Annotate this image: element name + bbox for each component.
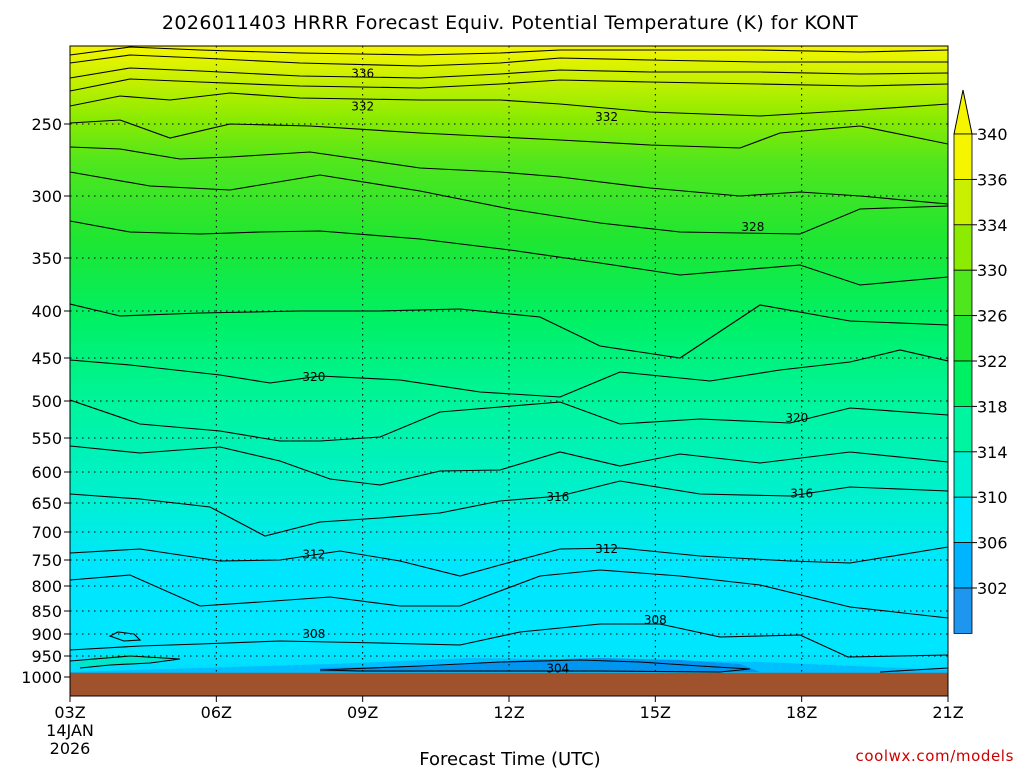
colorbar-label: 322 [977, 352, 1008, 371]
ground-surface [70, 672, 948, 696]
y-tick-label: 950 [31, 647, 62, 666]
contour-line [70, 623, 948, 658]
y-tick-label: 300 [31, 187, 62, 206]
band-cold [320, 658, 760, 672]
colorbar-segment [953, 542, 973, 589]
y-tick-label: 750 [31, 551, 62, 570]
credit-link[interactable]: coolwx.com/models [856, 747, 1015, 765]
colorbar-segment [953, 360, 973, 407]
chart-title: 2026011403 HRRR Forecast Equiv. Potentia… [162, 12, 858, 34]
x-tick-label: 06Z [201, 703, 232, 722]
contour-line [70, 119, 948, 149]
contour-line [70, 46, 948, 56]
colorbar-label: 318 [977, 397, 1008, 416]
contour-label: 336 [351, 67, 374, 81]
colorbar-segment [953, 587, 973, 634]
x-start-day-label: 14JAN [46, 721, 94, 740]
contour-label: 328 [741, 220, 764, 234]
contour-line [70, 146, 948, 205]
contour-line [70, 54, 948, 67]
colorbar-top-arrow [953, 89, 973, 135]
y-tick-label: 600 [31, 463, 62, 482]
contour-line [70, 546, 948, 577]
contour-label: 312 [595, 542, 618, 556]
contour-label: 316 [790, 487, 813, 501]
y-tick-label: 700 [31, 523, 62, 542]
contour-line [70, 67, 948, 79]
contour-line [70, 303, 948, 359]
y-tick-label: 650 [31, 494, 62, 513]
contour-line [70, 349, 948, 398]
colorbar-segment [953, 451, 973, 498]
contour-line [70, 445, 948, 486]
contour-line [70, 78, 948, 92]
x-tick-label: 12Z [493, 703, 524, 722]
contour-label: 320 [302, 370, 325, 384]
colorbar-label: 306 [977, 534, 1008, 553]
contour-line [70, 655, 181, 669]
contour-line [70, 569, 948, 619]
y-tick-label: 900 [31, 625, 62, 644]
contour-line [879, 667, 948, 673]
y-tick-label: 1000 [21, 668, 62, 687]
y-tick-label: 800 [31, 577, 62, 596]
x-start-year-label: 2026 [50, 739, 91, 758]
colorbar-segment [953, 224, 973, 271]
colorbar-label: 330 [977, 261, 1008, 280]
y-tick-label: 500 [31, 392, 62, 411]
colorbar-label: 302 [977, 579, 1008, 598]
contour-line [70, 220, 948, 286]
colorbar-label: 340 [977, 125, 1008, 144]
contour-label: 308 [644, 613, 667, 627]
contour-line [108, 631, 142, 642]
contour-label: 308 [302, 627, 325, 641]
contour-line [319, 659, 751, 673]
contour-line [70, 92, 948, 117]
contour-line [70, 171, 948, 235]
contour-label: 332 [595, 110, 618, 124]
colorbar-segment [953, 315, 973, 362]
colorbar-label: 326 [977, 307, 1008, 326]
x-tick-label: 09Z [347, 703, 378, 722]
colorbar-segment [953, 178, 973, 226]
x-tick-label: 03Z [54, 703, 85, 722]
colorbar-segment [953, 269, 973, 317]
y-tick-label: 850 [31, 602, 62, 621]
contour-label: 332 [351, 100, 374, 114]
y-tick-label: 550 [31, 429, 62, 448]
contour-label: 320 [785, 411, 808, 425]
colorbar-segment [953, 133, 973, 180]
contour-line [70, 480, 948, 537]
colorbar: 340 336 334 330 326 322 318 314 310 306 302 [953, 89, 1008, 634]
colorbar-label: 336 [977, 170, 1008, 189]
x-tick-label: 18Z [786, 703, 817, 722]
x-tick-label: 21Z [932, 703, 963, 722]
y-tick-label: 450 [31, 349, 62, 368]
colorbar-label: 314 [977, 443, 1008, 462]
contour-label: 304 [546, 662, 569, 676]
y-tick-label: 350 [31, 249, 62, 268]
contour-label: 316 [546, 490, 569, 504]
x-tick-label: 15Z [640, 703, 671, 722]
x-axis-title: Forecast Time (UTC) [419, 749, 600, 768]
colorbar-segment [953, 496, 973, 544]
colorbar-segment [953, 405, 973, 453]
y-tick-label: 400 [31, 302, 62, 321]
contour-label: 312 [302, 547, 325, 561]
colorbar-label: 310 [977, 488, 1008, 507]
contour-line [70, 399, 948, 442]
colorbar-label: 334 [977, 216, 1008, 235]
y-tick-label: 250 [31, 115, 62, 134]
